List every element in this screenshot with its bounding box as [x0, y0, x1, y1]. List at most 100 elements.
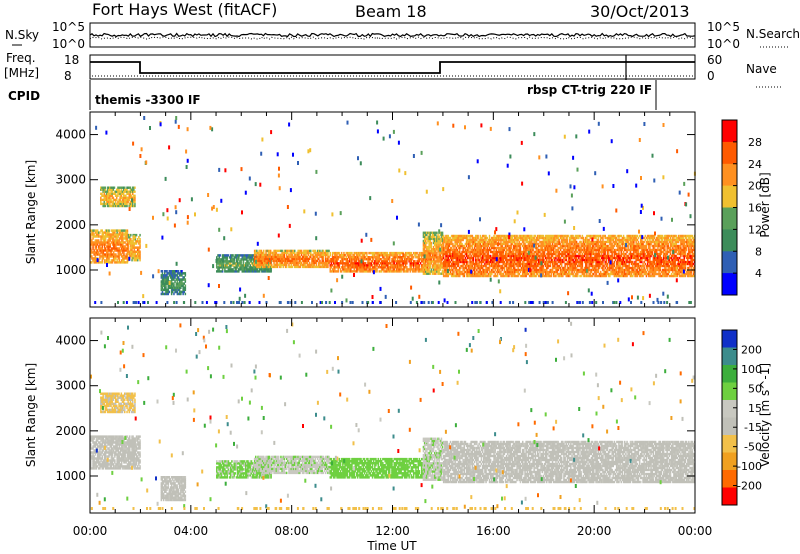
- range-cell: [110, 233, 113, 236]
- range-cell: [342, 258, 344, 261]
- range-cell: [120, 241, 123, 244]
- range-cell: [310, 255, 312, 259]
- range-cell: [266, 261, 268, 265]
- range-cell: [423, 266, 426, 269]
- range-cell: [382, 256, 384, 259]
- range-cell: [385, 260, 387, 263]
- range-cell: [304, 259, 306, 263]
- cpid-label: CPID: [8, 89, 40, 103]
- range-cell: [330, 262, 333, 265]
- range-cell: [250, 268, 253, 271]
- range-cell: [386, 260, 389, 263]
- range-cell: [132, 240, 134, 243]
- range-cell: [107, 241, 109, 244]
- range-cell: [253, 266, 255, 269]
- range-cell: [312, 253, 314, 257]
- range-cell: [435, 268, 437, 271]
- range-cell: [119, 198, 121, 202]
- range-cell: [432, 256, 435, 259]
- range-cell: [242, 268, 245, 271]
- range-cell: [119, 202, 121, 206]
- range-cell: [383, 262, 385, 265]
- range-cell: [119, 237, 122, 240]
- range-cell: [305, 265, 307, 269]
- range-cell: [249, 270, 252, 273]
- range-cell: [246, 268, 248, 271]
- range-cell: [353, 260, 355, 263]
- range-cell: [435, 262, 437, 265]
- range-cell: [160, 282, 163, 285]
- range-cell: [268, 251, 271, 255]
- range-cell: [308, 265, 311, 269]
- range-cell: [128, 196, 130, 199]
- range-cell: [429, 250, 431, 253]
- range-cell: [290, 259, 292, 263]
- range-cell: [319, 265, 321, 269]
- range-cell: [342, 268, 344, 271]
- range-cell: [92, 251, 94, 254]
- range-cell: [109, 194, 111, 197]
- range-cell: [436, 239, 438, 243]
- range-cell: [100, 202, 102, 206]
- range-cell: [435, 233, 437, 237]
- range-cell: [110, 194, 112, 197]
- range-cell: [103, 200, 105, 204]
- range-cell: [358, 268, 360, 271]
- range-cell: [116, 255, 118, 258]
- range-cell: [434, 266, 436, 269]
- range-cell: [344, 254, 346, 257]
- range-cell: [129, 186, 132, 189]
- range-cell: [232, 264, 234, 267]
- range-cell: [377, 260, 379, 263]
- range-cell: [423, 250, 426, 253]
- range-cell: [336, 260, 338, 263]
- range-cell: [348, 266, 351, 269]
- range-cell: [126, 188, 128, 191]
- range-cell: [248, 270, 250, 273]
- range-cell: [363, 254, 366, 257]
- range-cell: [131, 256, 133, 260]
- range-cell: [268, 263, 271, 267]
- station-title: Fort Hays West (fitACF): [92, 0, 277, 19]
- range-cell: [225, 260, 227, 263]
- range-cell: [137, 252, 139, 256]
- nsearch-label: N.Search: [746, 27, 800, 41]
- range-cell: [130, 240, 132, 243]
- range-cell: [332, 262, 335, 265]
- range-cell: [356, 268, 359, 271]
- range-cell: [321, 261, 323, 265]
- range-cell: [166, 276, 168, 279]
- range-cell: [407, 268, 409, 271]
- range-cell: [378, 251, 381, 255]
- range-cell: [128, 202, 130, 206]
- range-cell: [346, 266, 349, 269]
- range-cell: [348, 270, 351, 273]
- range-cell: [351, 251, 353, 255]
- range-cell: [269, 255, 272, 259]
- range-cell: [98, 233, 100, 236]
- range-cell: [263, 263, 265, 267]
- range-cell: [126, 198, 128, 202]
- range-cell: [219, 266, 222, 269]
- range-cell: [434, 231, 436, 234]
- nsky-panel: N.Sky 10^5 10^0 10^5 10^0 N.Search: [5, 20, 800, 51]
- range-cell: [125, 233, 127, 236]
- range-cell: [102, 186, 104, 189]
- range-cell: [420, 251, 423, 255]
- range-cell: [100, 198, 102, 202]
- range-cell: [344, 266, 346, 269]
- range-cell: [287, 257, 289, 261]
- range-cell: [244, 258, 247, 261]
- range-cell: [176, 274, 179, 277]
- range-cell: [120, 192, 123, 195]
- range-cell: [246, 256, 248, 259]
- range-cell: [435, 237, 437, 241]
- range-cell: [304, 253, 306, 257]
- range-cell: [227, 260, 230, 263]
- range-cell: [247, 260, 249, 263]
- range-cell: [261, 268, 263, 271]
- range-cell: [386, 258, 389, 261]
- range-cell: [350, 251, 352, 255]
- range-cell: [113, 186, 116, 189]
- range-cell: [351, 264, 353, 267]
